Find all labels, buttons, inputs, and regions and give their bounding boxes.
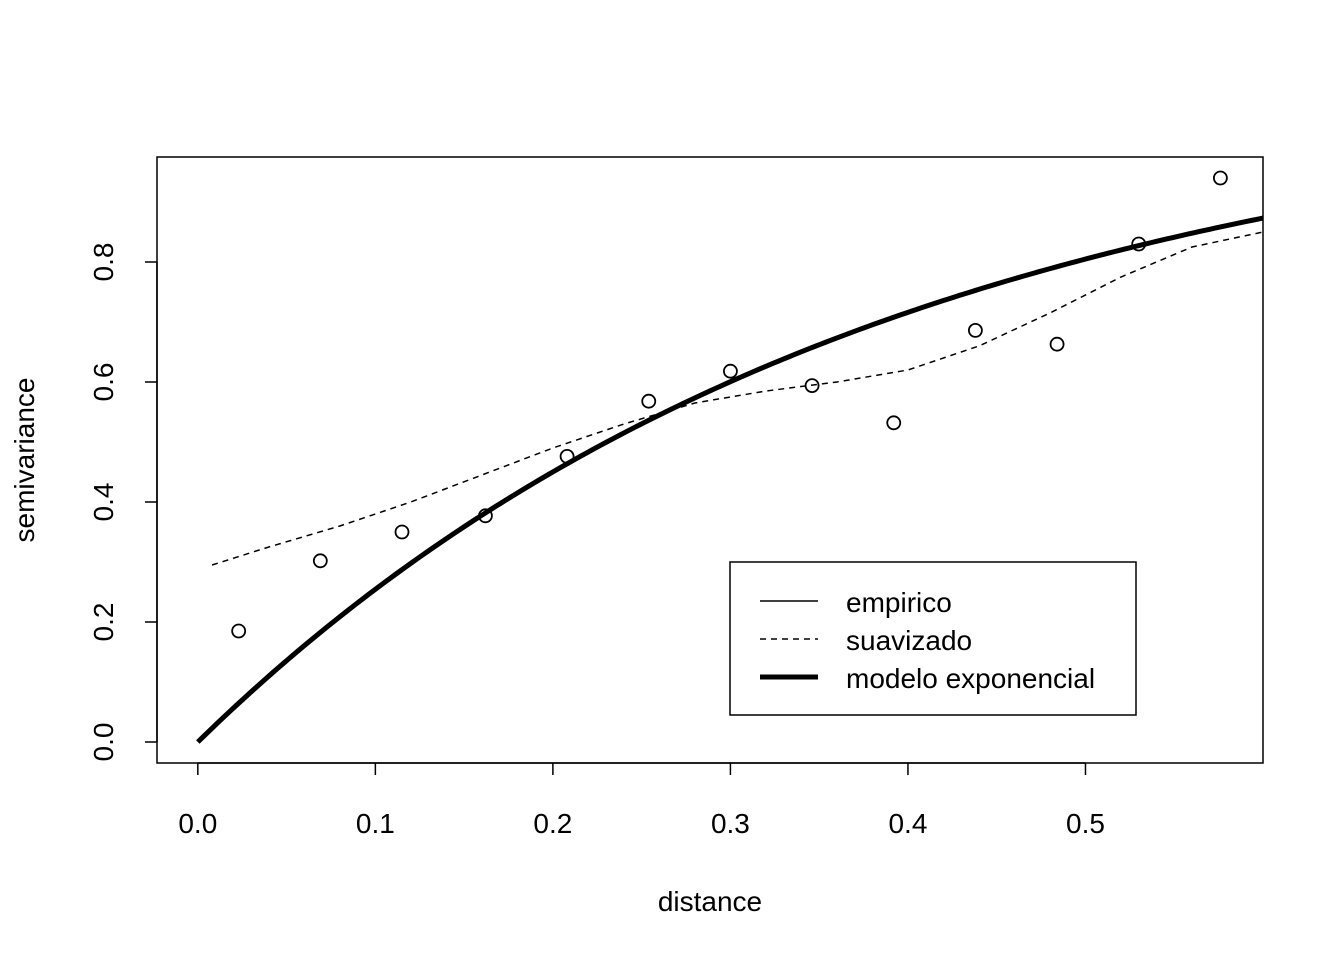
y-axis-label: semivariance (9, 378, 40, 543)
legend: empirico suavizado modelo exponencial (729, 561, 1137, 716)
empirico-point (312, 553, 328, 569)
empirico-point (968, 322, 983, 338)
x-axis: 0.0 0.1 0.2 0.3 0.4 0.5 (178, 762, 1105, 839)
modelo-exponencial-line (196, 215, 1263, 744)
x-tick-label: 0.5 (1066, 808, 1105, 839)
x-tick-label: 0.3 (711, 808, 750, 839)
x-tick-label: 0.1 (356, 808, 395, 839)
x-tick-label: 0.4 (888, 808, 927, 839)
empirico-point (641, 393, 657, 409)
empirico-point (394, 524, 410, 540)
empirico-point (804, 378, 820, 394)
suavizado-line (211, 231, 1263, 566)
legend-label-empirico: empirico (846, 587, 952, 618)
empirico-point (723, 363, 738, 379)
empirico-point (1212, 170, 1228, 186)
x-tick-label: 0.2 (533, 808, 572, 839)
y-tick-label: 0.2 (88, 603, 119, 642)
empirico-point (1049, 336, 1065, 352)
y-tick-label: 0.6 (88, 363, 119, 402)
empirico-point (1131, 236, 1147, 252)
series-layer (196, 170, 1263, 744)
y-axis: 0.0 0.2 0.4 0.6 0.8 (88, 243, 158, 762)
legend-label-suavizado: suavizado (846, 625, 972, 656)
y-tick-label: 0.4 (88, 483, 119, 522)
empirico-point (559, 448, 575, 464)
empirico-point (231, 623, 247, 639)
empirico-point (886, 415, 902, 431)
x-tick-label: 0.0 (178, 808, 217, 839)
y-tick-label: 0.0 (88, 723, 119, 762)
empirico-point (478, 508, 493, 524)
y-tick-label: 0.8 (88, 243, 119, 282)
legend-label-modelo-exponencial: modelo exponencial (846, 663, 1095, 694)
x-axis-label: distance (658, 886, 762, 917)
